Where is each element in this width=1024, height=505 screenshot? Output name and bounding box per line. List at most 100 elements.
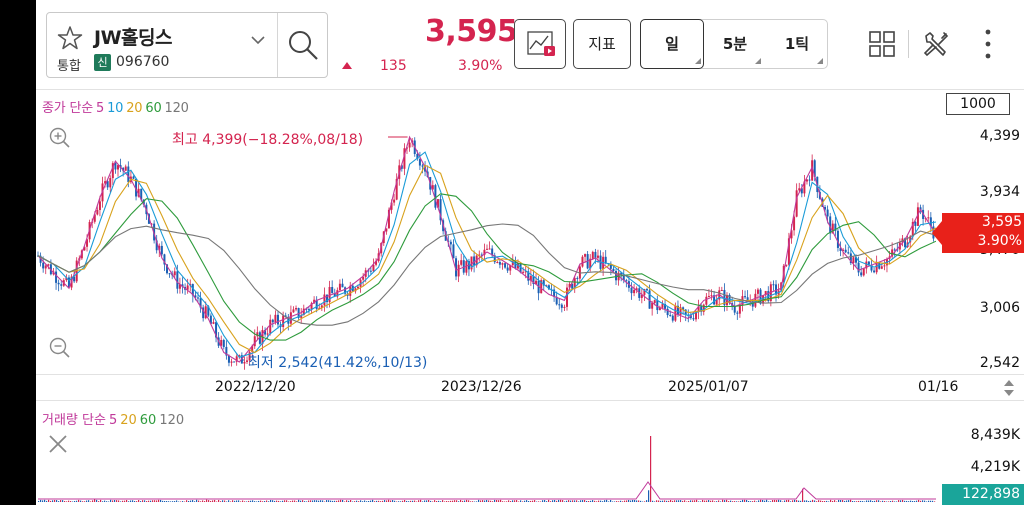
tools-icon[interactable] [922,30,950,58]
volume-bar [198,500,200,502]
candle-body [857,262,860,273]
legend-ma60: 60 [145,101,162,116]
tab-timeframe-5min[interactable]: 5분 [722,35,748,53]
volume-bar [652,500,654,502]
volume-bar [874,500,876,502]
stock-search-box[interactable]: JW홀딩스 통합 신 096760 [46,12,328,78]
volume-bar [692,500,694,502]
candle-body [880,266,883,269]
volume-bar [660,500,662,502]
volume-bar [432,501,434,502]
volume-bar [354,501,356,502]
volume-bar [452,500,454,502]
candle-body [302,308,305,316]
volume-bar [522,501,524,502]
candle-body [715,299,718,305]
volume-bar [912,500,914,502]
stock-name[interactable]: JW홀딩스 [94,27,172,49]
candle-body [862,268,865,276]
tab-timeframe-1tick[interactable]: 1틱 [784,35,810,53]
candle-body [155,240,158,251]
candle-body [831,223,834,234]
search-icon[interactable] [285,27,321,63]
candle-body [215,322,218,338]
volume-bar [340,499,342,502]
volume-bar [204,501,206,502]
volume-bar [424,500,426,502]
candle-body [486,248,488,250]
candle-body [253,336,256,347]
tab-timeframe-day[interactable]: 일 [640,19,704,69]
volume-bar [922,500,924,502]
indicator-button[interactable]: 지표 [573,19,631,69]
volume-bar [222,500,224,502]
volume-bar [626,500,628,502]
zoom-out-icon[interactable] [48,336,70,358]
volume-bar [814,500,816,502]
volume-bar [746,499,748,502]
volume-bar [538,501,540,502]
zoom-in-icon[interactable] [48,126,70,148]
volume-bar [588,501,590,502]
candle-body [705,296,708,305]
candle-body [860,272,863,276]
toolbar-divider [908,30,909,58]
volume-chart[interactable] [36,0,936,505]
candle-body [584,254,587,257]
x-axis-divider [36,374,1024,375]
volume-bar [886,501,888,502]
candle-body [315,299,318,309]
scale-button[interactable]: 1000 [946,93,1010,115]
volume-bar [252,500,254,502]
vol-ma5-line [38,481,936,500]
volume-bar [478,499,480,502]
price-chart[interactable] [36,0,936,380]
candle-body [751,301,754,307]
star-icon[interactable] [57,25,83,51]
volume-bar [142,500,144,502]
candle-body [362,276,365,280]
volume-bar [702,499,704,502]
volume-bar [206,499,208,502]
candle-body [264,329,267,335]
candle-body [576,277,579,279]
volume-bar [796,500,798,502]
close-icon[interactable] [48,434,68,454]
candle-body [220,339,223,346]
candle-body [104,181,107,184]
volume-bar [594,500,596,502]
volume-bar [562,500,564,502]
volume-bar [382,500,384,502]
candle-body [408,142,411,148]
x-tick-label: 01/16 [918,379,959,395]
candle-body [839,247,842,251]
volume-bar [778,499,780,502]
candle-body [547,285,550,290]
candle-body [289,312,292,324]
volume-bar [694,500,696,502]
chevron-down-icon[interactable] [251,35,265,45]
candle-body [418,159,421,166]
1tick-corner-indicator [817,58,823,64]
volume-bar [676,500,678,502]
volume-bar [470,501,472,502]
volume-bar [818,500,820,502]
candle-body [849,253,852,264]
candle-body [916,207,919,226]
volume-bar [304,501,306,502]
arrow-left-right-icon[interactable] [998,377,1020,399]
volume-bar [520,500,522,502]
volume-bar [212,500,214,502]
more-icon[interactable] [984,28,992,60]
candle-body [710,295,713,297]
chart-type-button[interactable] [514,19,566,69]
candle-body [369,270,372,272]
volume-bar [826,500,828,502]
volume-bar [330,500,332,502]
candle-body [625,280,628,282]
grid-icon[interactable] [869,31,895,57]
candle-body [581,256,584,267]
volume-bar [66,501,68,502]
volume-bar [114,500,116,502]
volume-bar [666,500,668,502]
